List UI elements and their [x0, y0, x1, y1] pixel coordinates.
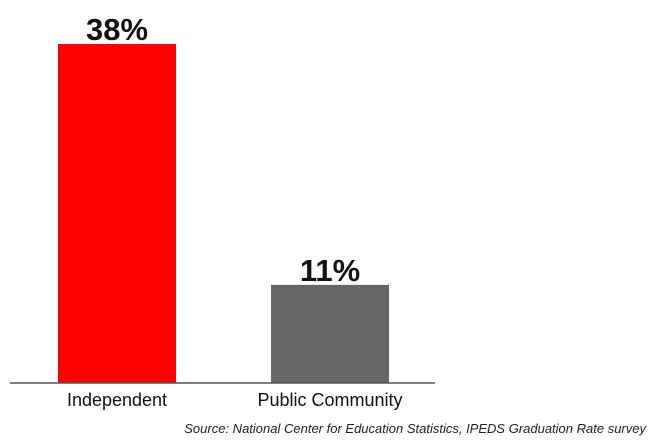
labels-group: 38% Independent 11% Public Community: [67, 12, 403, 410]
tick-label-independent: Independent: [67, 390, 167, 410]
bar-public-community: [271, 284, 389, 383]
value-label-public-community: 11%: [300, 253, 360, 288]
value-label-independent: 38%: [86, 12, 148, 47]
source-note: Source: National Center for Education St…: [184, 421, 646, 436]
tick-label-public-community: Public Community: [257, 390, 402, 410]
bars-group: [58, 44, 389, 383]
bar-independent: [58, 44, 176, 383]
